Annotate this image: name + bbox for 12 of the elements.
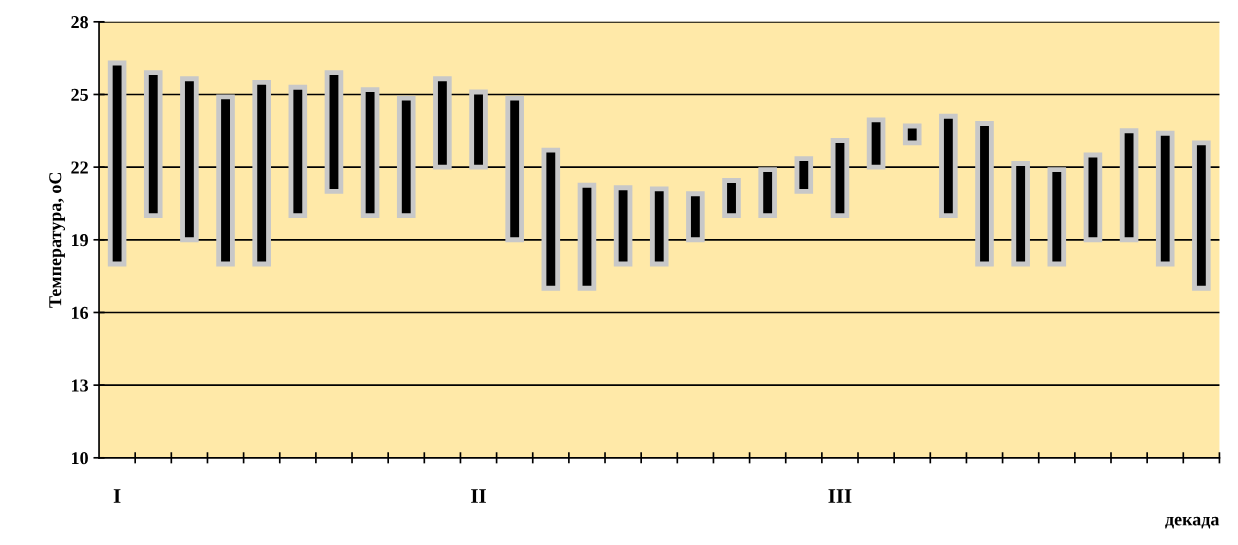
x-axis-title: декада <box>1165 516 1220 529</box>
y-tick-label: 13 <box>72 379 89 392</box>
y-tick-label: 28 <box>71 16 89 29</box>
y-tick-label: 16 <box>72 306 89 319</box>
x-tick-label: II <box>471 489 486 503</box>
y-tick-label: 22 <box>71 161 88 174</box>
x-tick-label: I <box>113 489 121 503</box>
y-axis-title: Температура, оС <box>49 172 66 308</box>
y-tick-label: 19 <box>72 234 88 247</box>
x-tick-label: III <box>828 489 852 503</box>
y-tick-label: 10 <box>72 452 88 465</box>
y-tick-label: 25 <box>71 88 88 101</box>
